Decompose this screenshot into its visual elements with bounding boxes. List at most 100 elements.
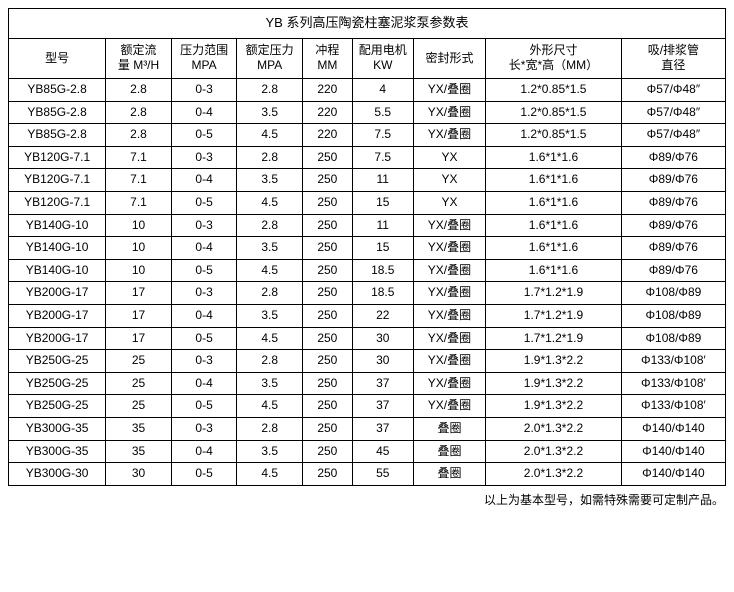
table-row: YB250G-25250-54.525037YX/叠圈1.9*1.3*2.2Φ1… <box>9 395 726 418</box>
table-cell: YX/叠圈 <box>413 305 485 328</box>
table-cell: 35 <box>106 417 172 440</box>
table-cell: 15 <box>352 192 413 215</box>
table-cell: 17 <box>106 305 172 328</box>
table-cell: 0-3 <box>171 79 237 102</box>
table-cell: 25 <box>106 350 172 373</box>
table-cell: 18.5 <box>352 259 413 282</box>
footer-note: 以上为基本型号，如需特殊需要可定制产品。 <box>8 486 726 508</box>
table-cell: 3.5 <box>237 372 303 395</box>
table-row: YB300G-30300-54.525055叠圈2.0*1.3*2.2Φ140/… <box>9 463 726 486</box>
table-row: YB120G-7.17.10-54.525015YX1.6*1*1.6Φ89/Φ… <box>9 192 726 215</box>
table-cell: 2.8 <box>237 350 303 373</box>
table-cell: 30 <box>106 463 172 486</box>
table-cell: YB85G-2.8 <box>9 124 106 147</box>
table-cell: 0-5 <box>171 395 237 418</box>
table-cell: 2.8 <box>106 124 172 147</box>
table-cell: YB250G-25 <box>9 372 106 395</box>
table-cell: 2.8 <box>237 146 303 169</box>
table-cell: 0-5 <box>171 124 237 147</box>
table-cell: 250 <box>302 395 352 418</box>
table-cell: 0-5 <box>171 259 237 282</box>
table-cell: 0-4 <box>171 101 237 124</box>
table-cell: YX/叠圈 <box>413 327 485 350</box>
table-row: YB140G-10100-32.825011YX/叠圈1.6*1*1.6Φ89/… <box>9 214 726 237</box>
table-cell: YX/叠圈 <box>413 237 485 260</box>
table-cell: 4.5 <box>237 259 303 282</box>
table-cell: 1.7*1.2*1.9 <box>486 282 622 305</box>
table-cell: 17 <box>106 327 172 350</box>
table-cell: Φ133/Φ108′ <box>621 350 725 373</box>
table-cell: 37 <box>352 372 413 395</box>
table-cell: YB140G-10 <box>9 237 106 260</box>
table-cell: 0-5 <box>171 192 237 215</box>
table-cell: 220 <box>302 124 352 147</box>
table-cell: 11 <box>352 169 413 192</box>
table-cell: Φ133/Φ108′ <box>621 395 725 418</box>
table-cell: 1.2*0.85*1.5 <box>486 124 622 147</box>
table-cell: Φ89/Φ76 <box>621 259 725 282</box>
table-row: YB85G-2.82.80-43.52205.5YX/叠圈1.2*0.85*1.… <box>9 101 726 124</box>
table-cell: 250 <box>302 169 352 192</box>
table-cell: YX <box>413 192 485 215</box>
table-cell: 2.8 <box>237 282 303 305</box>
table-cell: 1.6*1*1.6 <box>486 259 622 282</box>
table-cell: 0-3 <box>171 146 237 169</box>
table-cell: 1.7*1.2*1.9 <box>486 305 622 328</box>
table-cell: Φ89/Φ76 <box>621 169 725 192</box>
table-cell: 250 <box>302 146 352 169</box>
table-row: YB120G-7.17.10-43.525011YX1.6*1*1.6Φ89/Φ… <box>9 169 726 192</box>
table-cell: 250 <box>302 463 352 486</box>
table-cell: 55 <box>352 463 413 486</box>
table-row: YB120G-7.17.10-32.82507.5YX1.6*1*1.6Φ89/… <box>9 146 726 169</box>
table-cell: Φ108/Φ89 <box>621 305 725 328</box>
table-cell: 18.5 <box>352 282 413 305</box>
table-cell: 37 <box>352 395 413 418</box>
table-cell: 2.8 <box>237 417 303 440</box>
column-header: 压力范围 MPA <box>171 38 237 78</box>
table-cell: Φ89/Φ76 <box>621 146 725 169</box>
table-cell: 220 <box>302 79 352 102</box>
table-cell: YB200G-17 <box>9 327 106 350</box>
table-cell: Φ57/Φ48″ <box>621 79 725 102</box>
table-cell: 35 <box>106 440 172 463</box>
table-cell: 10 <box>106 214 172 237</box>
column-header: 型号 <box>9 38 106 78</box>
table-cell: YB120G-7.1 <box>9 192 106 215</box>
table-cell: Φ108/Φ89 <box>621 282 725 305</box>
column-header: 额定压力 MPA <box>237 38 303 78</box>
table-cell: 1.9*1.3*2.2 <box>486 350 622 373</box>
table-row: YB300G-35350-43.525045叠圈2.0*1.3*2.2Φ140/… <box>9 440 726 463</box>
table-row: YB85G-2.82.80-32.82204YX/叠圈1.2*0.85*1.5Φ… <box>9 79 726 102</box>
table-cell: Φ108/Φ89 <box>621 327 725 350</box>
parameter-table: YB 系列高压陶瓷柱塞泥浆泵参数表 型号额定流 量 M³/H压力范围 MPA额定… <box>8 8 726 486</box>
table-cell: 4.5 <box>237 124 303 147</box>
table-cell: 2.8 <box>237 214 303 237</box>
table-cell: 1.9*1.3*2.2 <box>486 395 622 418</box>
table-cell: 叠圈 <box>413 463 485 486</box>
table-cell: 1.6*1*1.6 <box>486 192 622 215</box>
table-row: YB250G-25250-32.825030YX/叠圈1.9*1.3*2.2Φ1… <box>9 350 726 373</box>
table-cell: 250 <box>302 192 352 215</box>
table-cell: 7.1 <box>106 169 172 192</box>
table-cell: 0-4 <box>171 169 237 192</box>
table-cell: 2.0*1.3*2.2 <box>486 463 622 486</box>
table-cell: 2.8 <box>237 79 303 102</box>
table-cell: YB85G-2.8 <box>9 101 106 124</box>
table-row: YB200G-17170-43.525022YX/叠圈1.7*1.2*1.9Φ1… <box>9 305 726 328</box>
table-cell: YX/叠圈 <box>413 101 485 124</box>
table-cell: YX <box>413 146 485 169</box>
table-cell: 22 <box>352 305 413 328</box>
table-cell: 250 <box>302 237 352 260</box>
table-cell: 250 <box>302 372 352 395</box>
table-cell: 0-5 <box>171 327 237 350</box>
table-cell: YX/叠圈 <box>413 259 485 282</box>
table-cell: 3.5 <box>237 440 303 463</box>
table-cell: 2.0*1.3*2.2 <box>486 440 622 463</box>
table-cell: YB120G-7.1 <box>9 146 106 169</box>
table-cell: YX <box>413 169 485 192</box>
table-cell: 叠圈 <box>413 417 485 440</box>
table-cell: Φ140/Φ140 <box>621 417 725 440</box>
column-header: 配用电机 KW <box>352 38 413 78</box>
table-cell: 0-4 <box>171 305 237 328</box>
table-cell: YB250G-25 <box>9 395 106 418</box>
